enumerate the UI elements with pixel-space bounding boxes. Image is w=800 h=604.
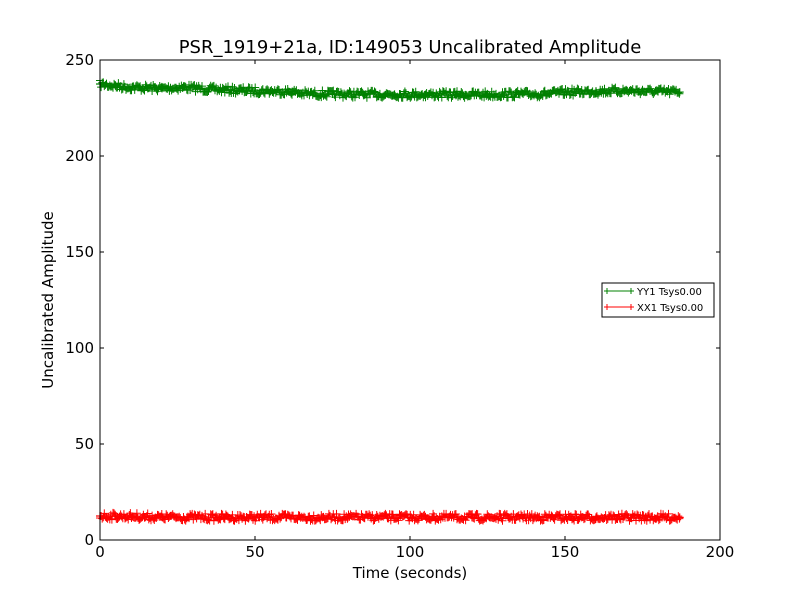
legend-label-xx1: XX1 Tsys0.00 (637, 303, 703, 314)
data-point-yy1 (452, 90, 461, 99)
data-point-xx1 (468, 513, 476, 522)
x-tick-label: 0 (95, 543, 105, 561)
series-yy1 (96, 76, 684, 102)
y-tick-label: 50 (75, 435, 94, 453)
data-point-yy1 (288, 87, 297, 96)
series-layer (96, 76, 684, 525)
x-axis-label: Time (seconds) (352, 564, 468, 582)
data-point-yy1 (235, 86, 244, 95)
data-point-yy1 (111, 81, 120, 90)
legend-entry-xx1: XX1 Tsys0.00 (604, 303, 703, 314)
x-tick-label: 50 (245, 543, 264, 561)
data-point-xx1 (127, 512, 135, 521)
legend-marker-yy1 (604, 288, 634, 294)
y-tick-label: 0 (84, 531, 94, 549)
y-tick-label: 150 (65, 243, 94, 261)
data-point-xx1 (282, 513, 290, 522)
data-point-xx1 (530, 513, 538, 522)
data-point-yy1 (545, 89, 554, 98)
x-tick-label: 200 (706, 543, 735, 561)
data-point-xx1 (158, 513, 166, 522)
data-point-yy1 (390, 90, 399, 99)
plot-frame (99, 59, 721, 541)
data-point-xx1 (406, 513, 414, 522)
data-point-xx1 (111, 512, 120, 521)
data-point-yy1 (297, 89, 306, 98)
tick-layer: 0 50 100 150 200 0 50 100 150 200 250 (65, 51, 734, 561)
data-point-xx1 (220, 513, 228, 522)
legend-label-yy1: YY1 Tsys0.00 (636, 287, 702, 298)
y-tick-label: 100 (65, 339, 94, 357)
data-point-xx1 (592, 513, 600, 522)
data-point-yy1 (158, 84, 166, 93)
data-point-yy1 (421, 90, 430, 99)
data-point-yy1 (204, 85, 213, 94)
data-point-xx1 (675, 513, 684, 522)
y-tick-label: 250 (65, 51, 94, 69)
y-axis-label: Uncalibrated Amplitude (39, 211, 57, 388)
data-point-yy1 (127, 83, 135, 92)
chart-title: PSR_1919+21a, ID:149053 Uncalibrated Amp… (179, 37, 642, 58)
data-point-yy1 (623, 86, 631, 95)
data-point-yy1 (654, 87, 662, 96)
data-point-yy1 (561, 88, 569, 97)
data-point-yy1 (592, 87, 600, 96)
legend: YY1 Tsys0.00 XX1 Tsys0.00 (601, 282, 715, 318)
data-point-yy1 (328, 89, 337, 98)
data-point-yy1 (675, 88, 684, 97)
data-point-yy1 (179, 83, 188, 92)
data-point-yy1 (514, 90, 523, 99)
data-point-xx1 (344, 513, 352, 522)
x-tick-label: 150 (551, 543, 580, 561)
legend-entry-yy1: YY1 Tsys0.00 (604, 287, 702, 298)
data-point-yy1 (483, 90, 492, 99)
data-point-yy1 (359, 90, 368, 99)
legend-marker-xx1 (604, 304, 634, 310)
data-point-xx1 (654, 513, 662, 522)
data-point-yy1 (266, 87, 275, 96)
y-tick-label: 200 (65, 147, 94, 165)
legend-box (601, 282, 715, 318)
x-tick-label: 100 (396, 543, 425, 561)
